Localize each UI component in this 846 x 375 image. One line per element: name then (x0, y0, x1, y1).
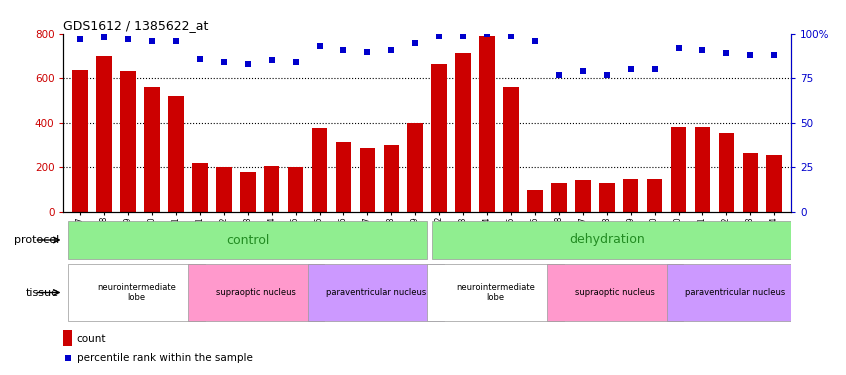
Point (600, 72, 613, 78)
Bar (743, 153, 758, 212)
Text: percentile rank within the sample: percentile rank within the sample (77, 353, 253, 363)
Text: control: control (226, 234, 269, 246)
Text: supraoptic nucleus: supraoptic nucleus (217, 288, 296, 297)
Bar (383, 145, 399, 212)
Text: neurointermediate
lobe: neurointermediate lobe (456, 283, 535, 302)
Point (385, 47, 398, 53)
Bar (312, 128, 327, 212)
Point (61, 356, 74, 362)
Point (744, 52, 757, 58)
FancyBboxPatch shape (547, 264, 684, 321)
Point (481, 31, 494, 37)
Point (74, 36, 87, 42)
FancyBboxPatch shape (667, 264, 803, 321)
Text: dehydration: dehydration (569, 234, 645, 246)
Point (767, 52, 781, 58)
Point (648, 66, 662, 72)
Point (337, 47, 350, 53)
Bar (96, 56, 112, 212)
Bar (408, 123, 423, 212)
Point (528, 38, 541, 44)
Bar (551, 183, 567, 212)
Point (217, 59, 231, 65)
Point (288, 59, 302, 65)
Bar (216, 167, 232, 212)
Bar (575, 180, 591, 212)
Bar (144, 87, 160, 212)
Text: paraventricular nucleus: paraventricular nucleus (684, 288, 785, 297)
FancyBboxPatch shape (69, 264, 205, 321)
Point (504, 33, 518, 39)
Text: supraoptic nucleus: supraoptic nucleus (575, 288, 655, 297)
Bar (599, 183, 614, 212)
Point (672, 45, 685, 51)
Bar (360, 148, 375, 212)
Point (576, 68, 590, 74)
Text: GDS1612 / 1385622_at: GDS1612 / 1385622_at (63, 19, 209, 32)
Bar (168, 96, 184, 212)
Bar (336, 142, 351, 212)
Point (360, 49, 374, 55)
Bar (503, 87, 519, 212)
Text: neurointermediate
lobe: neurointermediate lobe (97, 283, 176, 302)
Text: paraventricular nucleus: paraventricular nucleus (326, 288, 426, 297)
Bar (718, 133, 734, 212)
Point (552, 72, 566, 78)
Point (97, 34, 111, 40)
Text: count: count (77, 334, 107, 345)
Point (720, 50, 733, 56)
Point (146, 38, 159, 44)
Point (695, 47, 709, 53)
Text: tissue: tissue (26, 288, 59, 297)
Bar (192, 164, 207, 212)
Point (121, 36, 135, 42)
FancyBboxPatch shape (432, 221, 791, 259)
Bar (431, 64, 447, 212)
Point (169, 38, 183, 44)
Bar (527, 190, 542, 212)
FancyBboxPatch shape (188, 264, 324, 321)
Bar (480, 36, 495, 212)
Bar (240, 172, 255, 212)
Bar (288, 167, 304, 212)
Point (456, 33, 470, 39)
Bar (695, 127, 711, 212)
Bar (766, 155, 782, 212)
FancyBboxPatch shape (69, 221, 427, 259)
Bar (455, 53, 471, 212)
Point (265, 57, 278, 63)
Text: protocol: protocol (14, 235, 59, 245)
FancyBboxPatch shape (427, 264, 563, 321)
Bar (264, 166, 279, 212)
Bar (73, 70, 88, 212)
Point (409, 40, 422, 46)
Point (313, 43, 327, 49)
Point (241, 61, 255, 67)
Bar (671, 127, 686, 212)
Bar (120, 71, 136, 212)
Point (432, 33, 446, 39)
Bar (647, 179, 662, 212)
Bar (623, 179, 639, 212)
Point (624, 66, 637, 72)
FancyBboxPatch shape (308, 264, 444, 321)
Point (193, 56, 206, 62)
Bar (63, 330, 72, 346)
